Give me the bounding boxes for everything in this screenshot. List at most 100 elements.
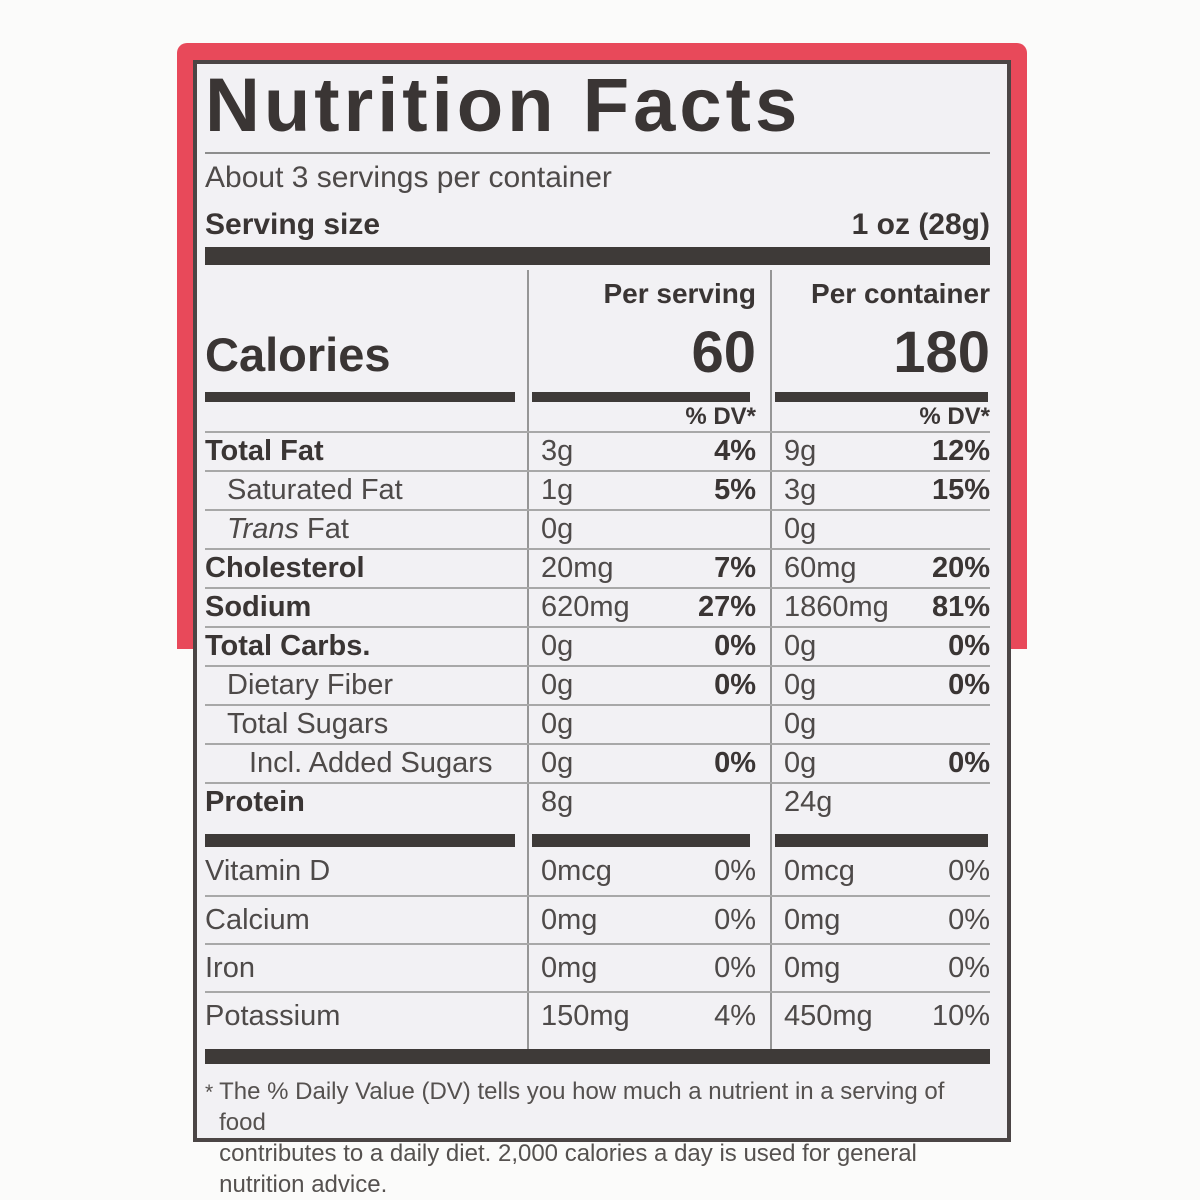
- per-serving-header: Per serving: [603, 278, 756, 309]
- container-dv: 0%: [948, 669, 990, 701]
- daily-value-footnote: * The % Daily Value (DV) tells you how m…: [205, 1064, 990, 1200]
- container-amount: 0g: [784, 669, 817, 701]
- nutrient-name: Total Sugars: [227, 708, 389, 740]
- serving-dv: 0%: [714, 630, 756, 662]
- calories-per-container-value: 180: [893, 320, 990, 385]
- container-dv: 0%: [948, 630, 990, 662]
- serving-amount: 0g: [541, 708, 574, 740]
- container-amount: 0g: [784, 747, 817, 779]
- footnote-line-2: contributes to a daily diet. 2,000 calor…: [219, 1140, 917, 1198]
- calories-label: Calories: [205, 328, 391, 381]
- footnote-text: The % Daily Value (DV) tells you how muc…: [219, 1076, 990, 1200]
- nutrient-name: Potassium: [205, 999, 341, 1032]
- container-amount: 450mg: [784, 999, 873, 1032]
- serving-amount: 1g: [541, 474, 574, 506]
- servings-per-container-line: About 3 servings per container: [205, 161, 612, 194]
- container-dv: 0%: [948, 903, 990, 936]
- serving-dv: 7%: [714, 552, 756, 584]
- serving-size-row: Serving size 1 oz (28g): [205, 202, 990, 247]
- footnote-asterisk: *: [205, 1081, 214, 1104]
- nutrient-name-italic: Trans: [227, 513, 299, 545]
- nutrient-name: Cholesterol: [205, 552, 365, 584]
- container-amount: 1860mg: [784, 591, 889, 623]
- per-container-calories-cell: Per container 180: [770, 270, 990, 402]
- serving-amount: 0g: [541, 747, 574, 779]
- nutrient-name: Calcium: [205, 903, 310, 936]
- per-container-underline-bar: [775, 392, 988, 402]
- container-amount: 60mg: [784, 552, 857, 584]
- container-amount: 24g: [784, 786, 833, 818]
- nutrient-name: Dietary Fiber: [227, 669, 393, 701]
- container-dv: 0%: [948, 747, 990, 779]
- serving-dv: 0%: [714, 854, 756, 887]
- container-amount: 3g: [784, 474, 817, 506]
- section-divider-bar-bottom: [205, 1049, 990, 1064]
- container-dv: 12%: [931, 435, 990, 467]
- serving-dv: 5%: [714, 474, 756, 506]
- vitamins-bar-container: [775, 834, 988, 847]
- calories-per-serving-value: 60: [691, 320, 756, 385]
- row-potassium: Potassium 150mg 4% 450mg 10%: [205, 991, 990, 1039]
- row-calcium: Calcium 0mg 0% 0mg 0%: [205, 895, 990, 943]
- container-amount: 0g: [784, 513, 817, 545]
- vitamins-bar-left: [205, 834, 515, 847]
- serving-amount: 0mg: [541, 903, 598, 936]
- container-amount: 0g: [784, 708, 817, 740]
- serving-amount: 0mcg: [541, 854, 612, 887]
- nutrient-name: Incl. Added Sugars: [249, 747, 493, 779]
- serving-dv: 4%: [714, 999, 756, 1032]
- serving-amount: 20mg: [541, 552, 614, 584]
- nutrient-name: Sodium: [205, 591, 312, 623]
- container-dv: 20%: [931, 552, 990, 584]
- container-amount: 0mg: [784, 951, 841, 984]
- serving-size-value: 1 oz (28g): [851, 207, 990, 241]
- serving-amount: 0g: [541, 630, 574, 662]
- calories-cell: Calories: [205, 270, 527, 402]
- section-divider-bar-top: [205, 247, 990, 265]
- row-added-sugars: Incl. Added Sugars 0g 0% 0g 0%: [205, 743, 990, 782]
- serving-dv: 0%: [714, 747, 756, 779]
- section-gap: [205, 821, 990, 834]
- row-cholesterol: Cholesterol 20mg 7% 60mg 20%: [205, 548, 990, 587]
- daily-value-header-row: % DV* % DV*: [205, 402, 990, 431]
- dv-header-spacer: [205, 402, 527, 431]
- container-dv: 0%: [948, 951, 990, 984]
- nutrition-facts-label: Nutrition Facts About 3 servings per con…: [193, 60, 1011, 1198]
- serving-dv: 0%: [714, 669, 756, 701]
- per-serving-calories-cell: Per serving 60: [527, 270, 770, 402]
- serving-amount: 0mg: [541, 951, 598, 984]
- row-saturated-fat: Saturated Fat 1g 5% 3g 15%: [205, 470, 990, 509]
- nutrient-name: Total Carbs.: [205, 630, 371, 662]
- section-gap: [205, 1039, 990, 1049]
- calories-section: Calories Per serving 60 Per container 18…: [205, 270, 990, 402]
- container-dv: 10%: [931, 999, 990, 1032]
- per-container-header: Per container: [811, 278, 990, 309]
- per-serving-underline-bar: [532, 392, 750, 402]
- calories-underline-bar: [205, 392, 515, 402]
- dv-header-container: % DV*: [770, 402, 990, 431]
- row-vitamin-d: Vitamin D 0mcg 0% 0mcg 0%: [205, 847, 990, 895]
- footnote-line-1: The % Daily Value (DV) tells you how muc…: [219, 1078, 945, 1136]
- serving-amount: 150mg: [541, 999, 630, 1032]
- vitamins-divider-bars: [205, 834, 990, 847]
- serving-amount: 0g: [541, 513, 574, 545]
- serving-size-label: Serving size: [205, 207, 381, 241]
- container-amount: 0g: [784, 630, 817, 662]
- serving-dv: 4%: [714, 435, 756, 467]
- row-protein: Protein 8g 24g: [205, 782, 990, 821]
- nutrient-name: Vitamin D: [205, 854, 331, 887]
- serving-dv: 27%: [697, 591, 756, 623]
- serving-amount: 8g: [541, 786, 574, 818]
- row-trans-fat: Trans Fat 0g 0g: [205, 509, 990, 548]
- container-amount: 9g: [784, 435, 817, 467]
- row-total-sugars: Total Sugars 0g 0g: [205, 704, 990, 743]
- nutrient-name: Iron: [205, 951, 255, 984]
- row-total-fat: Total Fat 3g 4% 9g 12%: [205, 431, 990, 470]
- row-dietary-fiber: Dietary Fiber 0g 0% 0g 0%: [205, 665, 990, 704]
- serving-amount: 3g: [541, 435, 574, 467]
- label-title: Nutrition Facts: [205, 64, 990, 154]
- serving-amount: 0g: [541, 669, 574, 701]
- vitamins-bar-serving: [532, 834, 750, 847]
- container-amount: 0mg: [784, 903, 841, 936]
